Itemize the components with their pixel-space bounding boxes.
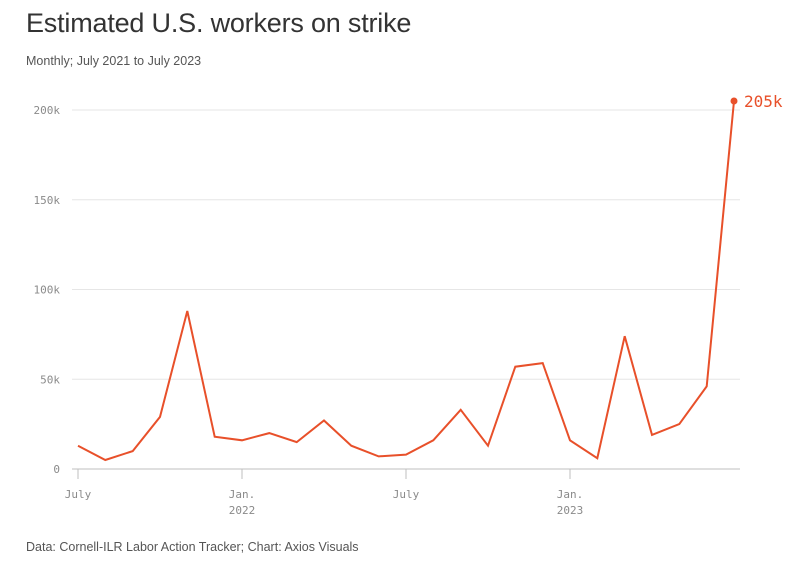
x-tick-year-label: 2023 [557, 504, 584, 517]
y-tick-label: 50k [40, 373, 60, 386]
x-tick-label: Jan. [229, 488, 256, 501]
x-tick-label: July [65, 488, 92, 501]
end-value-label: 205k [744, 92, 783, 111]
gridlines [72, 109, 740, 470]
chart-subtitle: Monthly; July 2021 to July 2023 [26, 54, 202, 68]
y-tick-label: 200k [34, 104, 61, 117]
y-axis-ticks: 0 50k 100k 150k 200k [34, 104, 61, 476]
chart-title: Estimated U.S. workers on strike [26, 8, 412, 38]
series-line [77, 100, 735, 462]
chart-source: Data: Cornell-ILR Labor Action Tracker; … [26, 540, 359, 554]
y-tick-label: 150k [34, 194, 61, 207]
series-layer: 205k [77, 92, 783, 462]
x-axis-ticks: July Jan. 2022 July Jan. 2023 [65, 469, 584, 517]
x-tick-year-label: 2022 [229, 504, 256, 517]
y-tick-label: 0 [53, 463, 60, 476]
y-tick-label: 100k [34, 284, 61, 297]
end-point-marker [730, 97, 738, 105]
x-tick-label: July [393, 488, 420, 501]
x-tick-label: Jan. [557, 488, 584, 501]
